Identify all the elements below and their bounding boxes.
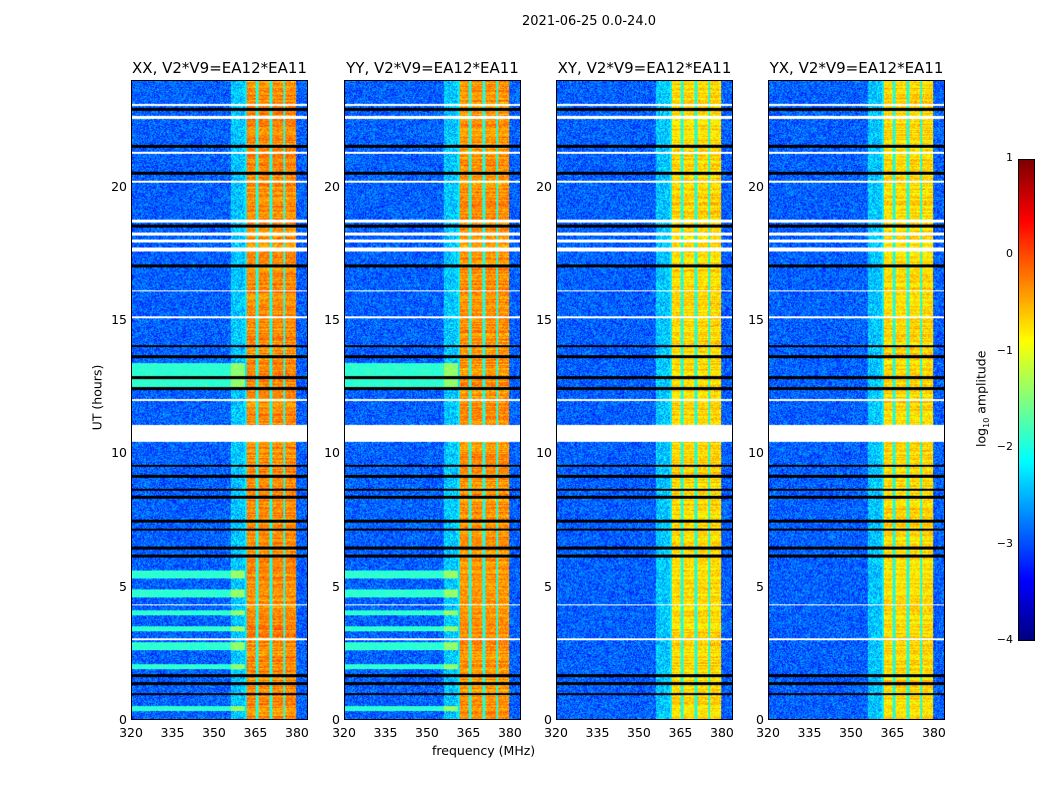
y-tick-label: 20 (111, 178, 127, 194)
x-tick-label: 335 (373, 725, 398, 740)
y-tick-label: 10 (536, 445, 552, 461)
x-tick-label: 380 (285, 725, 309, 740)
x-tick-label: 365 (243, 725, 268, 740)
colorbar-label-sub: 10 (981, 417, 991, 428)
colorbar (1018, 159, 1035, 641)
colorbar-tick-label: −4 (996, 633, 1013, 646)
waterfall-heatmap-yy (344, 80, 521, 720)
y-axis-label: UT (hours) (89, 364, 105, 431)
panel-title: YX, V2*V9=EA12*EA11 (769, 59, 944, 77)
y-tick-label: 20 (536, 178, 552, 194)
y-tick-label: 0 (756, 712, 764, 727)
x-tick-label: 320 (332, 725, 356, 740)
colorbar-tick-label: 0 (1006, 247, 1013, 261)
y-tick-label: 10 (111, 445, 127, 461)
x-tick-label: 380 (498, 725, 522, 740)
figure-suptitle: 2021-06-25 0.0-24.0 (522, 14, 656, 29)
y-tick-label: 15 (748, 312, 764, 327)
x-tick-label: 320 (544, 725, 568, 740)
waterfall-heatmap-yx (768, 80, 945, 720)
x-tick-label: 320 (756, 725, 780, 740)
y-tick-label: 0 (544, 712, 552, 727)
colorbar-tick-label: −1 (996, 343, 1013, 357)
x-tick-label: 350 (839, 725, 863, 740)
y-tick-label: 0 (119, 712, 127, 727)
y-tick-label: 10 (748, 445, 764, 461)
y-tick-label: 0 (332, 712, 340, 727)
x-tick-label: 365 (668, 725, 693, 740)
colorbar-label: log10 amplitude (973, 344, 991, 454)
x-tick-label: 335 (797, 725, 822, 740)
waterfall-heatmap-xy (556, 80, 733, 720)
x-tick-label: 350 (202, 725, 226, 740)
x-tick-label: 380 (922, 725, 946, 740)
y-tick-label: 20 (324, 178, 340, 194)
y-tick-label: 10 (324, 445, 340, 461)
colorbar-tick-label: 1 (1006, 151, 1013, 164)
x-axis-label: frequency (MHz) (432, 743, 536, 758)
x-tick-label: 350 (415, 725, 439, 740)
y-tick-label: 5 (119, 578, 127, 594)
x-tick-label: 335 (160, 725, 185, 740)
x-tick-label: 380 (710, 725, 734, 740)
y-tick-label: 20 (748, 178, 764, 194)
x-tick-label: 365 (880, 725, 905, 740)
y-tick-label: 15 (536, 312, 552, 327)
y-tick-label: 15 (324, 312, 340, 327)
colorbar-tick-label: −2 (996, 440, 1013, 454)
panel-title: XY, V2*V9=EA12*EA11 (557, 59, 732, 77)
colorbar-tick-label: −3 (996, 536, 1013, 550)
x-tick-label: 350 (627, 725, 651, 740)
y-tick-label: 5 (332, 578, 340, 594)
colorbar-label-log: log (973, 427, 989, 447)
panel-title: YY, V2*V9=EA12*EA11 (346, 59, 519, 77)
x-tick-label: 365 (456, 725, 481, 740)
waterfall-heatmap-xx (131, 80, 308, 720)
x-tick-label: 320 (119, 725, 143, 740)
y-tick-label: 5 (756, 578, 764, 594)
panel-title: XX, V2*V9=EA12*EA11 (132, 59, 307, 77)
y-tick-label: 15 (111, 312, 127, 327)
y-tick-label: 5 (544, 578, 552, 594)
x-tick-label: 335 (585, 725, 610, 740)
colorbar-label-tail: amplitude (973, 350, 989, 418)
